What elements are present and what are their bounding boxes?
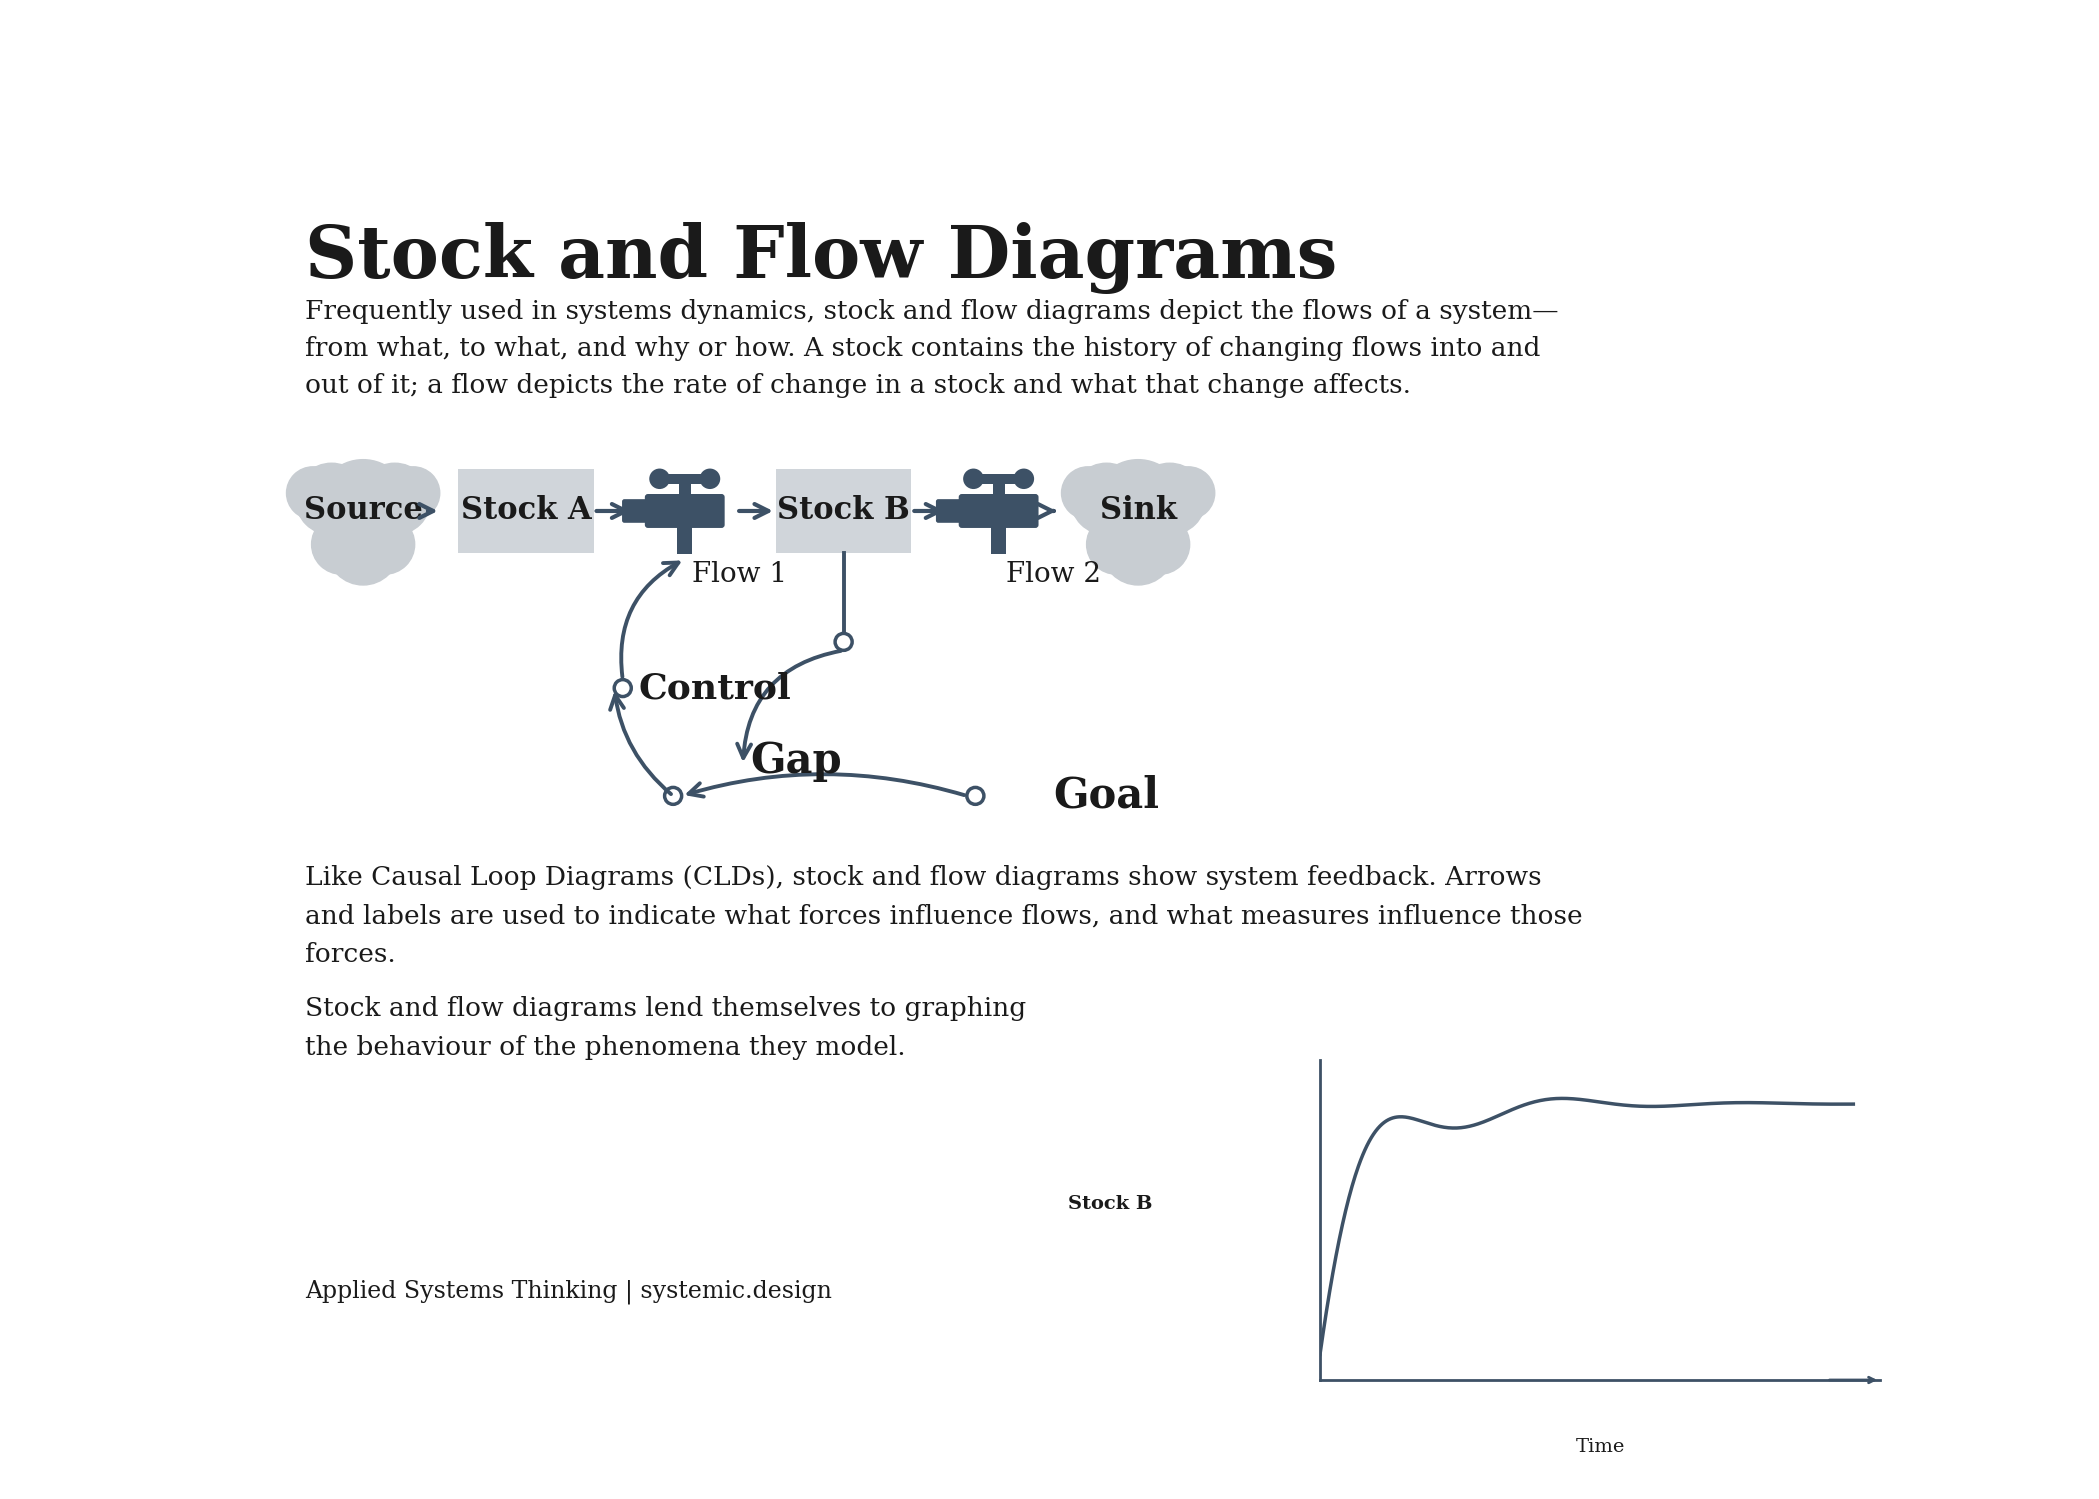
Text: out of it; a flow depicts the rate of change in a stock and what that change aff: out of it; a flow depicts the rate of ch… [304,373,1411,399]
Circle shape [327,513,399,585]
FancyBboxPatch shape [644,495,724,528]
Circle shape [359,463,430,535]
FancyBboxPatch shape [777,469,911,553]
Circle shape [1087,514,1146,574]
Bar [678,484,691,498]
Circle shape [1062,466,1115,519]
Text: Source: Source [304,496,422,526]
Bar [991,525,1005,555]
Text: from what, to what, and why or how. A stock contains the history of changing flo: from what, to what, and why or how. A st… [304,336,1541,361]
Text: Stock A: Stock A [460,496,592,526]
Text: Applied Systems Thinking | systemic.design: Applied Systems Thinking | systemic.desi… [304,1280,831,1304]
Circle shape [963,469,984,489]
Text: Like Causal Loop Diagrams (CLDs), stock and flow diagrams show system feedback. : Like Causal Loop Diagrams (CLDs), stock … [304,865,1541,890]
Circle shape [1091,460,1184,550]
Circle shape [1108,499,1169,559]
FancyBboxPatch shape [621,499,651,523]
Circle shape [1129,514,1190,574]
Circle shape [968,787,984,805]
Circle shape [311,514,372,574]
Circle shape [1133,463,1205,535]
Text: and labels are used to indicate what forces influence flows, and what measures i: and labels are used to indicate what for… [304,904,1583,929]
Text: the behaviour of the phenomena they model.: the behaviour of the phenomena they mode… [304,1034,905,1060]
FancyBboxPatch shape [458,469,594,553]
Bar [976,474,1020,484]
Text: Stock and flow diagrams lend themselves to graphing: Stock and flow diagrams lend themselves … [304,995,1026,1021]
FancyBboxPatch shape [959,495,1039,528]
Circle shape [615,679,632,697]
Text: Time: Time [1576,1438,1625,1456]
Text: Stock B: Stock B [1068,1195,1152,1213]
Circle shape [649,469,670,489]
Text: Flow 2: Flow 2 [1005,562,1102,589]
Circle shape [386,466,439,519]
Circle shape [319,489,384,553]
Circle shape [699,469,720,489]
Text: Stock and Flow Diagrams: Stock and Flow Diagrams [304,222,1337,294]
Text: Control: Control [638,672,791,705]
Text: Flow 1: Flow 1 [693,562,787,589]
Circle shape [1102,513,1173,585]
Circle shape [342,489,407,553]
Circle shape [1094,489,1159,553]
Circle shape [288,466,340,519]
Text: Gap: Gap [751,741,842,782]
Circle shape [334,499,393,559]
Bar [678,525,693,555]
Text: forces.: forces. [304,943,397,967]
Circle shape [1070,463,1142,535]
Circle shape [296,463,367,535]
Bar [993,484,1005,498]
Circle shape [835,634,852,651]
Circle shape [665,787,682,805]
Circle shape [1014,469,1035,489]
Bar [663,474,707,484]
FancyBboxPatch shape [936,499,963,523]
Circle shape [1163,466,1215,519]
Circle shape [317,460,409,550]
Circle shape [1117,489,1182,553]
Text: Stock B: Stock B [777,496,911,526]
Text: Frequently used in systems dynamics, stock and flow diagrams depict the flows of: Frequently used in systems dynamics, sto… [304,300,1557,324]
Text: Sink: Sink [1100,496,1178,526]
Circle shape [355,514,416,574]
Text: Goal: Goal [1054,775,1159,817]
